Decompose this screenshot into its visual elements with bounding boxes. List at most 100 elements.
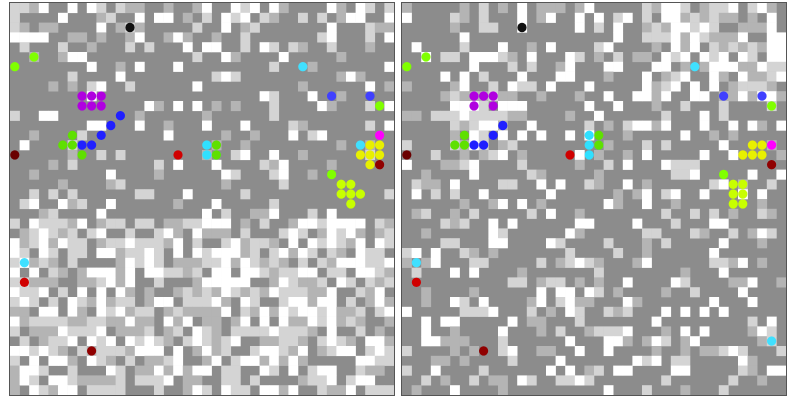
terrain-cell xyxy=(728,61,739,72)
terrain-cell xyxy=(565,375,576,386)
terrain-cell xyxy=(699,150,710,161)
terrain-cell xyxy=(77,52,88,63)
terrain-cell xyxy=(374,355,385,366)
terrain-cell xyxy=(699,110,710,121)
terrain-cell xyxy=(192,267,203,278)
terrain-cell xyxy=(478,3,489,14)
terrain-cell xyxy=(365,346,376,357)
terrain-cell xyxy=(38,336,49,347)
terrain-cell xyxy=(507,316,518,327)
terrain-cell xyxy=(642,52,652,63)
terrain-cell xyxy=(326,248,337,259)
terrain-cell xyxy=(29,238,40,249)
terrain-cell xyxy=(269,355,280,366)
terrain-cell xyxy=(411,189,422,200)
terrain-cell xyxy=(19,287,30,298)
terrain-cell xyxy=(278,297,289,308)
terrain-cell xyxy=(144,42,155,53)
terrain-cell xyxy=(421,375,432,386)
terrain-cell xyxy=(450,120,460,131)
terrain-cell xyxy=(259,346,270,357)
terrain-cell xyxy=(690,336,700,347)
terrain-cell xyxy=(298,257,308,268)
terrain-cell xyxy=(10,12,20,23)
terrain-cell xyxy=(670,42,681,53)
terrain-cell xyxy=(278,257,289,268)
terrain-cell xyxy=(546,42,556,53)
terrain-cell xyxy=(230,101,241,112)
terrain-cell xyxy=(517,199,528,210)
terrain-cell xyxy=(58,287,68,298)
terrain-cell xyxy=(278,267,289,278)
terrain-cell xyxy=(469,61,480,72)
terrain-cell xyxy=(747,61,758,72)
terrain-cell xyxy=(154,365,164,376)
terrain-cell xyxy=(173,199,184,210)
terrain-cell xyxy=(326,365,337,376)
terrain-cell xyxy=(77,277,88,288)
agent-marker xyxy=(738,179,748,190)
terrain-cell xyxy=(48,189,59,200)
terrain-cell xyxy=(250,257,260,268)
terrain-cell xyxy=(584,179,595,190)
terrain-cell xyxy=(776,150,786,161)
terrain-cell xyxy=(58,267,68,278)
terrain-cell xyxy=(680,61,691,72)
agent-marker xyxy=(478,91,489,101)
terrain-cell xyxy=(738,287,748,298)
terrain-cell xyxy=(259,336,270,347)
terrain-cell xyxy=(38,3,49,14)
terrain-cell xyxy=(670,169,681,180)
terrain-cell xyxy=(96,267,107,278)
terrain-cell xyxy=(326,208,337,219)
terrain-cell xyxy=(211,267,222,278)
terrain-cell xyxy=(58,52,68,63)
terrain-cell xyxy=(613,199,624,210)
terrain-cell xyxy=(622,326,633,337)
agent-marker xyxy=(766,140,777,150)
terrain-cell xyxy=(709,130,720,141)
terrain-cell xyxy=(182,189,193,200)
terrain-cell xyxy=(19,248,30,259)
terrain-cell xyxy=(680,326,691,337)
terrain-cell xyxy=(718,179,729,190)
terrain-cell xyxy=(574,218,585,229)
terrain-cell xyxy=(173,346,184,357)
terrain-cell xyxy=(355,238,366,249)
terrain-cell xyxy=(86,228,97,239)
terrain-cell xyxy=(182,267,193,278)
terrain-cell xyxy=(574,159,585,170)
terrain-cell xyxy=(384,22,394,33)
terrain-cell xyxy=(546,81,556,92)
terrain-cell xyxy=(259,257,270,268)
terrain-cell xyxy=(670,277,681,288)
terrain-cell xyxy=(259,355,270,366)
terrain-cell xyxy=(517,159,528,170)
terrain-cell xyxy=(603,61,614,72)
terrain-cell xyxy=(536,326,547,337)
terrain-cell xyxy=(365,32,376,43)
terrain-cell xyxy=(58,336,68,347)
agent-marker xyxy=(67,130,78,141)
terrain-cell xyxy=(250,267,260,278)
terrain-cell xyxy=(402,81,412,92)
terrain-cell xyxy=(182,316,193,327)
terrain-cell xyxy=(307,297,318,308)
terrain-cell xyxy=(699,52,710,63)
agent-marker xyxy=(488,101,498,111)
terrain-cell xyxy=(642,140,652,151)
terrain-cell xyxy=(346,238,356,249)
terrain-cell xyxy=(526,208,537,219)
terrain-cell xyxy=(125,32,136,43)
agent-marker xyxy=(469,91,479,101)
terrain-cell xyxy=(757,336,768,347)
agent-marker xyxy=(355,189,366,199)
terrain-cell xyxy=(58,179,68,190)
terrain-cell xyxy=(459,12,470,23)
terrain-cell xyxy=(622,277,633,288)
terrain-cell xyxy=(221,248,232,259)
terrain-cell xyxy=(536,130,547,141)
terrain-cell xyxy=(163,316,174,327)
terrain-cell xyxy=(48,306,59,317)
terrain-cell xyxy=(211,218,222,229)
